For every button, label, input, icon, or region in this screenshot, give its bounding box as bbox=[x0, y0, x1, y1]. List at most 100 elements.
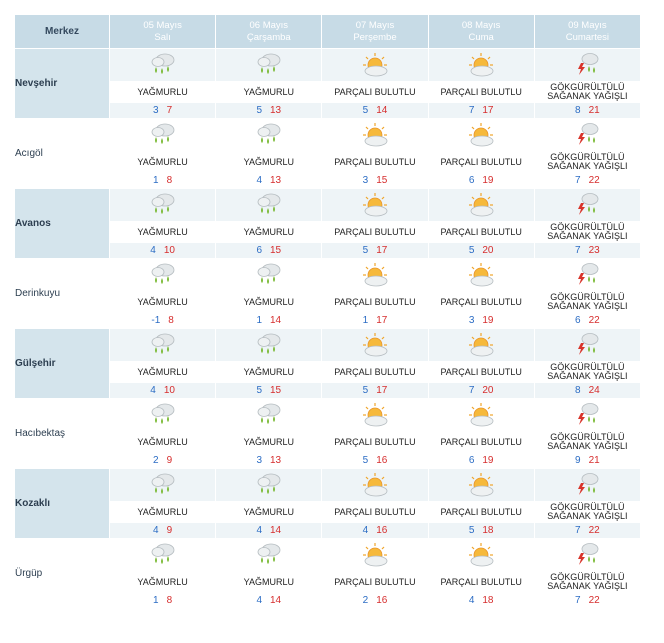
sun-cloud-icon bbox=[360, 331, 390, 359]
forecast-panel: Merkez 05 Mayıs Salı 06 Mayıs Çarşamba 07 … bbox=[14, 14, 641, 609]
max-temp: 19 bbox=[482, 455, 494, 466]
min-temp: 6 bbox=[468, 175, 475, 186]
weather-icon-cell bbox=[534, 539, 640, 571]
city-icon-row: Kozaklı bbox=[15, 469, 640, 538]
day-weekday: Cuma bbox=[468, 31, 494, 43]
min-temp: 5 bbox=[468, 525, 475, 536]
temp-cell: 4 13 bbox=[216, 173, 322, 188]
temp-cell: 7 22 bbox=[534, 593, 640, 608]
min-temp: 4 bbox=[256, 175, 262, 186]
max-temp: 16 bbox=[376, 525, 388, 536]
weather-icon-cell bbox=[216, 189, 322, 221]
weather-icon-cell bbox=[534, 399, 640, 431]
city-name: Derinkuyu bbox=[15, 259, 109, 328]
max-temp: 7 bbox=[166, 105, 173, 116]
thunderstorm-icon bbox=[572, 331, 602, 359]
min-temp: 8 bbox=[575, 385, 581, 396]
condition-label: GÖKGÜRÜLTÜLÜ SAĞANAK YAĞIŞLI bbox=[534, 82, 640, 102]
max-temp: 19 bbox=[482, 315, 494, 326]
max-temp: 17 bbox=[482, 105, 494, 116]
min-temp: 3 bbox=[153, 105, 159, 116]
rain-cloud-icon bbox=[254, 51, 284, 79]
sun-cloud-icon bbox=[466, 541, 496, 569]
weather-icon-cell bbox=[110, 329, 216, 361]
day-weekday: Salı bbox=[154, 31, 171, 43]
weather-icon-cell bbox=[110, 49, 216, 81]
condition-label: PARÇALI BULUTLU bbox=[428, 152, 534, 172]
max-temp: 10 bbox=[163, 245, 175, 256]
min-temp: -1 bbox=[151, 315, 161, 326]
city-name: Kozaklı bbox=[15, 469, 109, 538]
rain-cloud-icon bbox=[148, 471, 178, 499]
weather-icon-cell bbox=[534, 329, 640, 361]
condition-label: GÖKGÜRÜLTÜLÜ SAĞANAK YAĞIŞLI bbox=[534, 292, 640, 312]
header-row: Merkez 05 Mayıs Salı 06 Mayıs Çarşamba 07 … bbox=[15, 15, 640, 48]
city-icon-row: Derinkuyu bbox=[15, 259, 640, 328]
min-temp: 6 bbox=[468, 455, 475, 466]
condition-label: PARÇALI BULUTLU bbox=[428, 82, 534, 102]
thunderstorm-icon bbox=[572, 401, 602, 429]
temp-cell: 5 17 bbox=[322, 243, 428, 258]
temp-cell: 3 15 bbox=[322, 173, 428, 188]
sun-cloud-icon bbox=[466, 401, 496, 429]
weather-icon-cell bbox=[428, 49, 534, 81]
max-temp: 10 bbox=[163, 385, 175, 396]
temp-cell: 5 16 bbox=[322, 453, 428, 468]
condition-label: PARÇALI BULUTLU bbox=[428, 572, 534, 592]
day-date: 06 Mayıs bbox=[249, 19, 289, 31]
max-temp: 13 bbox=[270, 175, 282, 186]
thunderstorm-icon bbox=[572, 191, 602, 219]
min-temp: 4 bbox=[150, 245, 156, 256]
max-temp: 13 bbox=[270, 455, 282, 466]
forecast-table: Merkez 05 Mayıs Salı 06 Mayıs Çarşamba 07 … bbox=[14, 14, 641, 609]
max-temp: 8 bbox=[166, 175, 173, 186]
city-temp-row: 4 10 5 15 5 17 7 20 8 24 bbox=[15, 383, 640, 398]
city-temp-row: 2 9 3 13 5 16 6 19 9 21 bbox=[15, 453, 640, 468]
condition-label: YAĞMURLU bbox=[216, 82, 322, 102]
condition-label: YAĞMURLU bbox=[216, 222, 322, 242]
min-temp: 5 bbox=[362, 455, 369, 466]
weather-icon-cell bbox=[322, 49, 428, 81]
weather-icon-cell bbox=[216, 259, 322, 291]
max-temp: 16 bbox=[376, 595, 388, 606]
sun-cloud-icon bbox=[466, 51, 496, 79]
max-temp: 17 bbox=[376, 245, 388, 256]
max-temp: 9 bbox=[166, 525, 173, 536]
weather-icon-cell bbox=[428, 119, 534, 151]
condition-label: PARÇALI BULUTLU bbox=[322, 572, 428, 592]
city-icon-row: Ürgüp bbox=[15, 539, 640, 608]
min-temp: 3 bbox=[468, 315, 475, 326]
min-temp: 5 bbox=[362, 105, 369, 116]
condition-label: PARÇALI BULUTLU bbox=[322, 292, 428, 312]
sun-cloud-icon bbox=[466, 331, 496, 359]
min-temp: 3 bbox=[362, 175, 369, 186]
weather-icon-cell bbox=[110, 189, 216, 221]
min-temp: 3 bbox=[256, 455, 262, 466]
day-weekday: Cumartesi bbox=[565, 31, 610, 43]
city-temp-row: 1 8 4 13 3 15 6 19 7 22 bbox=[15, 173, 640, 188]
weather-icon-cell bbox=[322, 119, 428, 151]
max-temp: 14 bbox=[270, 315, 282, 326]
city-condition-row: YAĞMURLU YAĞMURLU PARÇALI BULUTLU PARÇALI B… bbox=[15, 82, 640, 102]
city-name: Nevşehir bbox=[15, 49, 109, 118]
condition-label: PARÇALI BULUTLU bbox=[428, 222, 534, 242]
temp-cell: 6 22 bbox=[534, 313, 640, 328]
sun-cloud-icon bbox=[466, 121, 496, 149]
temp-cell: 7 20 bbox=[428, 383, 534, 398]
max-temp: 20 bbox=[482, 385, 494, 396]
min-temp: 7 bbox=[575, 525, 581, 536]
weather-icon-cell bbox=[534, 259, 640, 291]
condition-label: PARÇALI BULUTLU bbox=[428, 292, 534, 312]
rain-cloud-icon bbox=[148, 401, 178, 429]
condition-label: PARÇALI BULUTLU bbox=[428, 362, 534, 382]
min-temp: 7 bbox=[575, 175, 581, 186]
rain-cloud-icon bbox=[148, 261, 178, 289]
condition-label: YAĞMURLU bbox=[216, 292, 322, 312]
min-temp: 5 bbox=[362, 245, 369, 256]
thunderstorm-icon bbox=[572, 121, 602, 149]
day-weekday: Çarşamba bbox=[246, 31, 291, 43]
rain-cloud-icon bbox=[148, 51, 178, 79]
rain-cloud-icon bbox=[254, 471, 284, 499]
condition-label: YAĞMURLU bbox=[216, 572, 322, 592]
